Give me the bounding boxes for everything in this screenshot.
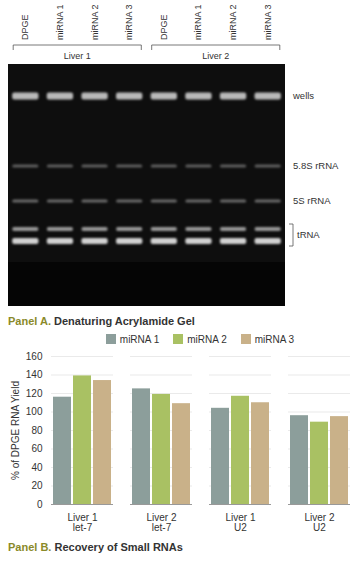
svg-text:100: 100 [26,406,43,417]
svg-text:120: 120 [26,388,43,399]
html-text:miRNA 2: miRNA 2 [187,333,227,345]
svg-text:Liver 1U2: Liver 1U2 [225,512,255,533]
svg-text:miRNA 2: miRNA 2 [90,4,100,40]
svg-text:miRNA 2: miRNA 2 [228,4,238,40]
svg-text:0: 0 [37,499,43,510]
svg-text:Liver 1: Liver 1 [64,51,91,61]
html-text:Panel A. Denaturing Acrylamide: Panel A. Denaturing Acrylamide Gel [8,315,195,327]
svg-text:5.8S rRNA: 5.8S rRNA [293,160,339,171]
html-text:miRNA 3: miRNA 3 [254,333,295,345]
svg-text:DPGE: DPGE [159,14,169,40]
svg-text:20: 20 [31,480,43,491]
svg-text:miRNA 1: miRNA 1 [55,4,65,40]
svg-text:miRNA 1: miRNA 1 [193,4,203,40]
svg-text:DPGE: DPGE [20,14,30,40]
svg-text:60: 60 [31,443,43,454]
svg-text:Liver 2U2: Liver 2U2 [304,512,334,533]
html-text:Panel B. Recovery of Small RNA: Panel B. Recovery of Small RNAs [8,541,183,553]
svg-text:5S rRNA: 5S rRNA [293,195,331,206]
svg-text:160: 160 [26,351,43,362]
svg-text:140: 140 [26,369,43,380]
svg-text:miRNA 3: miRNA 3 [124,4,134,40]
svg-text:Liver 2let-7: Liver 2let-7 [146,512,176,533]
svg-text:40: 40 [31,462,43,473]
svg-text:tRNA: tRNA [297,229,320,240]
svg-text:% of DPGE RNA Yield: % of DPGE RNA Yield [10,381,21,480]
svg-text:80: 80 [31,425,43,436]
svg-text:miRNA 3: miRNA 3 [263,4,273,40]
svg-text:Liver 2: Liver 2 [202,51,229,61]
svg-text:Liver 1let-7: Liver 1let-7 [67,512,97,533]
html-text:miRNA 1: miRNA 1 [119,333,160,345]
svg-text:wells: wells [292,90,314,101]
